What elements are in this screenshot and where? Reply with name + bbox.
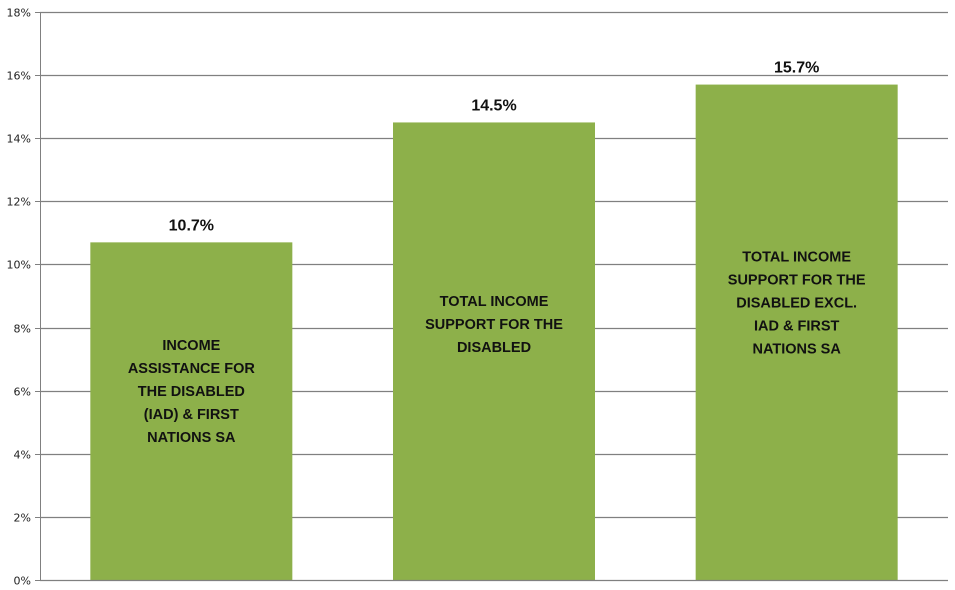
data-label: 10.7% (169, 217, 214, 234)
category-label-line: THE DISABLED (138, 384, 245, 400)
y-tick-label: 2% (14, 512, 31, 525)
bars (90, 84, 898, 581)
category-label-line: TOTAL INCOME (440, 294, 549, 310)
category-label: INCOME ASSISTANCE FOR THE DISABLED (IAD) & … (128, 338, 256, 446)
data-label: 15.7% (774, 60, 819, 77)
y-tick-label: 12% (7, 196, 31, 209)
y-tick-label: 6% (14, 386, 31, 399)
bar (90, 242, 293, 580)
y-tick-label: 10% (7, 259, 31, 272)
y-tick-label: 8% (14, 323, 31, 336)
category-label-line: NATIONS SA (752, 342, 841, 358)
bar (393, 122, 595, 580)
category-label-line: TOTAL INCOME (742, 250, 851, 266)
category-label-line: DISABLED (457, 340, 531, 356)
category-label-line: NATIONS SA (147, 430, 236, 446)
category-label-line: SUPPORT FOR THE (728, 273, 866, 289)
y-tick-label: 18% (7, 7, 31, 20)
category-label-line: SUPPORT FOR THE (425, 317, 563, 333)
category-label: TOTAL INCOME SUPPORT FOR THE DISABLED EXCL… (728, 250, 866, 358)
category-label-line: (IAD) & FIRST (144, 407, 239, 423)
y-tick-label: 14% (7, 133, 31, 146)
y-tick-label: 0% (14, 575, 31, 588)
y-axis-tick-labels: 0% 2% 4% 6% 8% 10% 12% 14% 16% 18% (7, 7, 31, 588)
category-label-line: ASSISTANCE FOR (128, 361, 256, 377)
category-label-line: IAD & FIRST (754, 319, 840, 335)
y-tick-label: 4% (14, 449, 31, 462)
category-label-line: INCOME (162, 338, 220, 354)
y-tick-label: 16% (7, 70, 31, 83)
category-label-line: DISABLED EXCL. (736, 296, 857, 312)
axes (35, 12, 948, 582)
bar (695, 84, 898, 581)
category-label: TOTAL INCOME SUPPORT FOR THE DISABLED (425, 294, 563, 356)
data-label: 14.5% (471, 97, 516, 114)
data-labels: 10.7% INCOME ASSISTANCE FOR THE DISABLED (IA… (128, 60, 866, 446)
